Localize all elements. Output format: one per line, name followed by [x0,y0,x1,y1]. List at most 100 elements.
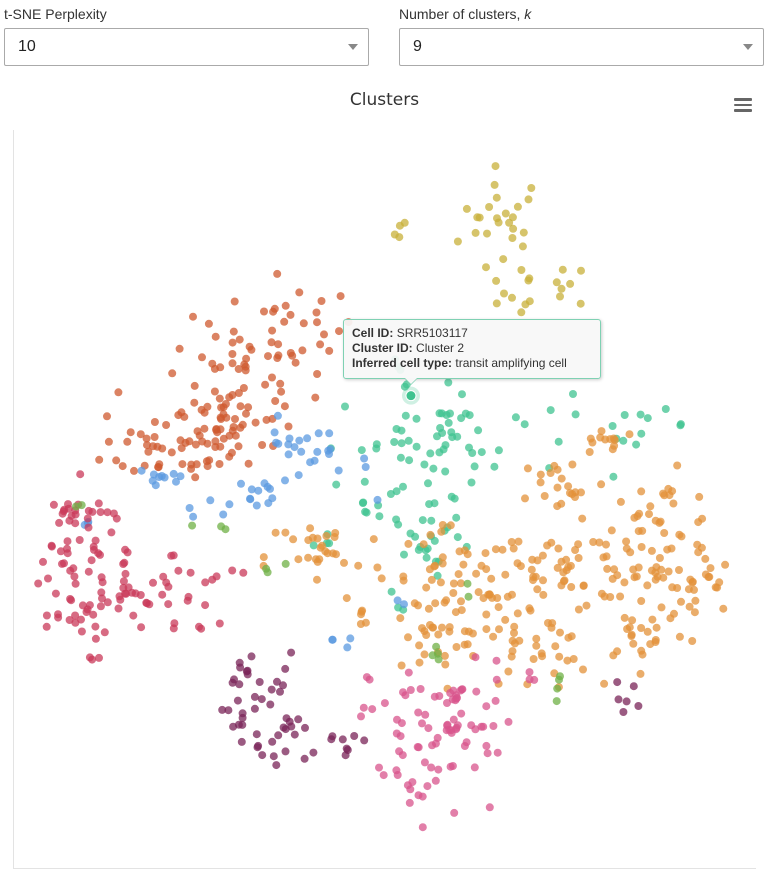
scatter-point-magenta[interactable] [428,741,437,750]
scatter-point-orange[interactable] [620,613,629,622]
scatter-point-olive[interactable] [558,265,567,274]
scatter-point-orange[interactable] [415,658,424,667]
scatter-point-olive[interactable] [524,195,533,204]
scatter-point-red-orange[interactable] [130,466,138,475]
scatter-point-blue[interactable] [149,470,158,479]
scatter-point-magenta[interactable] [485,803,494,812]
scatter-point-orange[interactable] [625,430,634,439]
scatter-point-orange[interactable] [607,526,616,535]
scatter-point-orange[interactable] [625,623,634,632]
scatter-point-crimson[interactable] [114,604,123,613]
scatter-point-orange[interactable] [588,438,597,447]
scatter-point-orange[interactable] [533,585,542,594]
scatter-point-crimson[interactable] [58,559,66,568]
scatter-point-red-orange[interactable] [195,431,204,440]
scatter-point-olive[interactable] [508,213,517,222]
scatter-point-crimson[interactable] [97,573,106,582]
scatter-point-crimson[interactable] [183,596,192,605]
scatter-point-green[interactable] [262,564,271,573]
scatter-point-blue[interactable] [393,596,402,605]
scatter-point-magenta[interactable] [470,763,479,772]
scatter-point-red-orange[interactable] [280,402,289,411]
scatter-point-orange[interactable] [719,604,728,613]
scatter-point-orange[interactable] [606,593,615,601]
scatter-point-orange[interactable] [472,569,481,578]
scatter-point-orange[interactable] [422,583,431,592]
scatter-point-teal[interactable] [414,545,423,554]
scatter-point-red-orange[interactable] [215,460,224,468]
scatter-point-red-orange[interactable] [204,319,213,328]
scatter-point-orange[interactable] [459,560,468,569]
scatter-point-orange[interactable] [531,572,540,581]
scatter-point-crimson[interactable] [169,624,178,633]
scatter-point-blue[interactable] [274,439,283,448]
scatter-point-orange[interactable] [596,433,605,442]
scatter-point-red-orange[interactable] [269,307,278,316]
highlighted-point[interactable] [405,390,417,402]
scatter-point-orange[interactable] [554,544,563,553]
scatter-point-purple[interactable] [252,730,261,739]
scatter-point-orange[interactable] [622,544,631,553]
scatter-point-orange[interactable] [630,513,639,522]
scatter-point-magenta[interactable] [405,798,414,807]
scatter-point-red-orange[interactable] [197,405,206,414]
scatter-point-orange[interactable] [597,427,606,436]
scatter-point-orange[interactable] [440,598,449,607]
scatter-point-orange[interactable] [425,565,434,574]
scatter-point-green[interactable] [72,502,80,511]
scatter-point-teal[interactable] [637,429,646,438]
scatter-point-red-orange[interactable] [187,464,196,473]
scatter-point-red-orange[interactable] [268,326,277,335]
scatter-point-teal[interactable] [426,449,435,458]
scatter-point-purple[interactable] [254,741,263,750]
scatter-point-crimson[interactable] [89,610,98,619]
scatter-point-orange[interactable] [695,492,704,501]
scatter-point-orange[interactable] [354,561,363,570]
scatter-point-orange[interactable] [569,655,578,663]
scatter-point-orange[interactable] [259,553,268,562]
scatter-point-purple[interactable] [228,678,237,687]
scatter-point-red-orange[interactable] [261,380,270,389]
scatter-point-olive[interactable] [577,266,585,275]
scatter-point-crimson[interactable] [94,499,103,508]
scatter-point-orange[interactable] [271,528,280,537]
scatter-point-orange[interactable] [595,538,604,547]
scatter-point-orange[interactable] [513,609,522,618]
scatter-point-crimson[interactable] [47,541,56,550]
scatter-point-magenta[interactable] [414,791,423,800]
scatter-point-orange[interactable] [539,576,547,585]
scatter-point-orange[interactable] [318,541,326,550]
scatter-point-crimson[interactable] [100,628,109,637]
scatter-point-purple[interactable] [281,664,290,673]
scatter-point-crimson[interactable] [201,578,210,587]
scatter-point-crimson[interactable] [119,577,128,586]
scatter-point-red-orange[interactable] [234,389,243,397]
scatter-point-orange[interactable] [420,650,429,659]
scatter-point-orange[interactable] [675,632,684,641]
scatter-point-orange[interactable] [508,647,517,656]
scatter-point-red-orange[interactable] [176,436,185,445]
scatter-point-orange[interactable] [527,565,536,574]
scatter-point-purple[interactable] [622,697,631,706]
scatter-point-blue[interactable] [252,501,261,510]
scatter-point-olive[interactable] [521,300,530,309]
scatter-point-purple[interactable] [266,700,275,709]
scatter-point-red-orange[interactable] [241,362,250,371]
scatter-point-orange[interactable] [589,538,598,546]
scatter-point-orange[interactable] [438,559,447,568]
scatter-point-red-orange[interactable] [336,292,345,301]
scatter-point-crimson[interactable] [201,601,210,610]
scatter-point-purple[interactable] [300,754,309,763]
scatter-point-orange[interactable] [568,460,577,469]
scatter-point-orange[interactable] [437,527,446,536]
scatter-point-orange[interactable] [634,527,643,536]
scatter-point-blue[interactable] [246,495,255,504]
scatter-point-orange[interactable] [547,623,556,632]
scatter-point-orange[interactable] [498,545,507,554]
scatter-point-orange[interactable] [322,532,331,540]
scatter-point-orange[interactable] [568,490,577,499]
scatter-point-olive[interactable] [513,202,522,211]
scatter-point-olive[interactable] [552,278,561,287]
scatter-point-orange[interactable] [632,572,641,581]
scatter-point-blue[interactable] [284,440,293,449]
